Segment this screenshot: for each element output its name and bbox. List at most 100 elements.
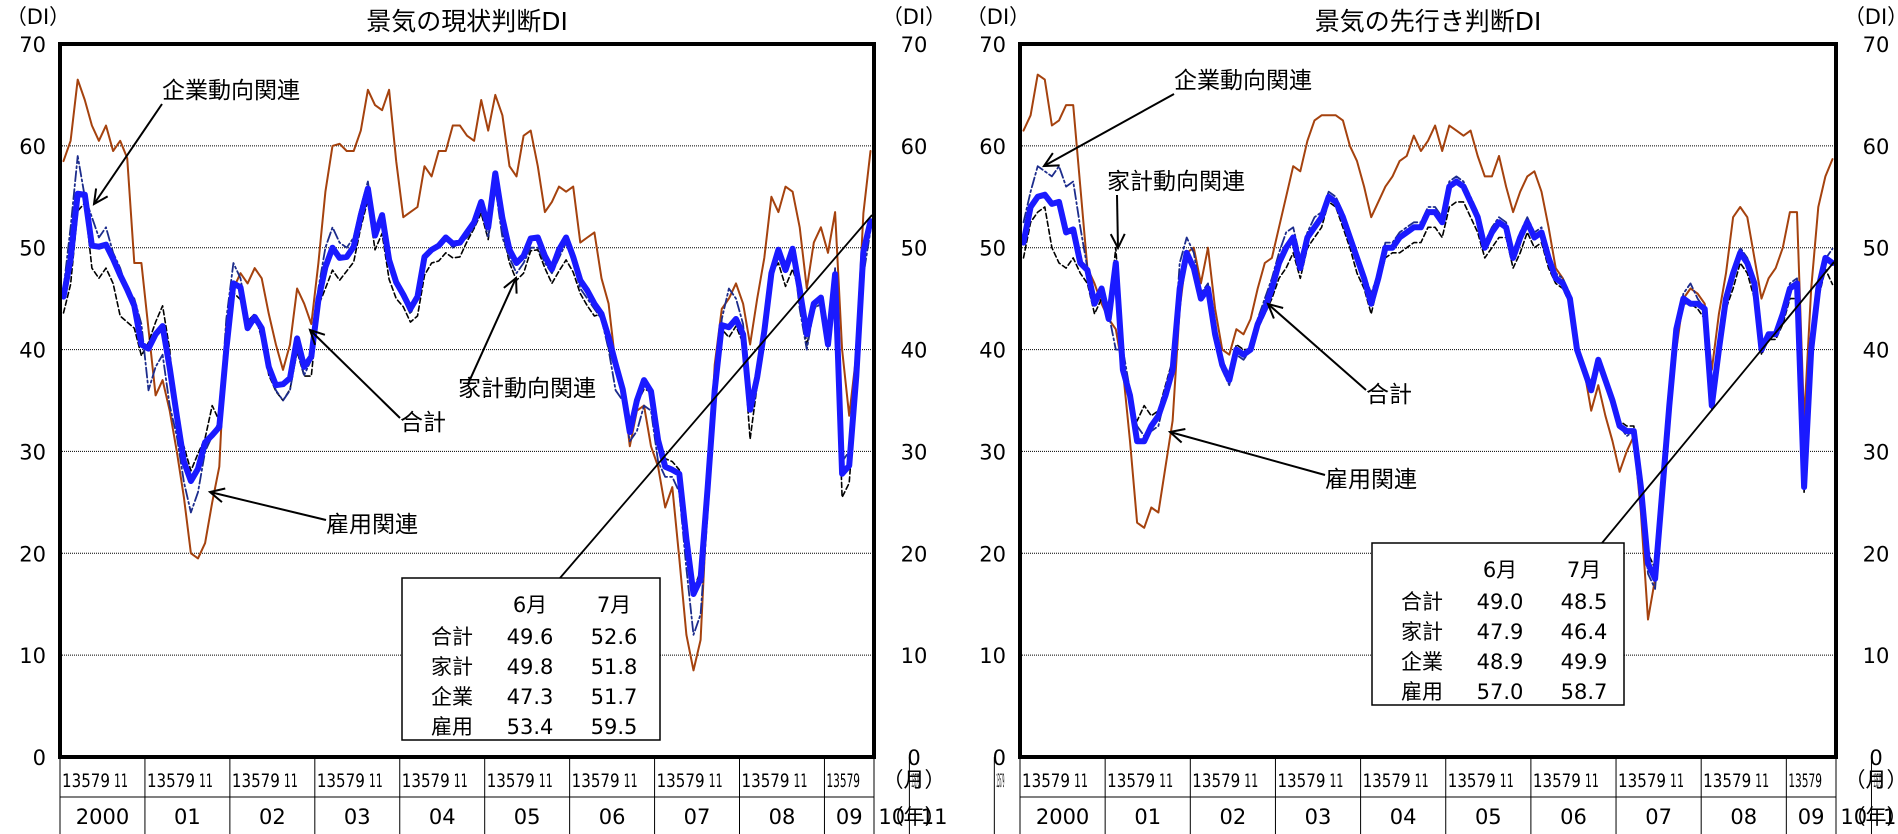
month-tick-label: 13579	[572, 770, 620, 792]
year-label: 02	[259, 805, 286, 829]
value-table-cell: 46.4	[1561, 620, 1608, 644]
month-tick-label: 13579	[232, 770, 280, 792]
year-label: 08	[1730, 805, 1757, 829]
month-tick-label: 11	[709, 770, 723, 792]
year-label: 09	[836, 805, 863, 829]
year-label: 01	[174, 805, 201, 829]
year-label: 07	[684, 805, 711, 829]
plot-border	[1018, 42, 1838, 759]
month-tick-label: 13579	[1703, 770, 1751, 792]
annotation-arrow-head	[207, 487, 226, 503]
month-tick-label: 11	[1755, 770, 1769, 792]
y-tick-label-right: 0	[1869, 746, 1882, 770]
month-tick-label: 13579	[147, 770, 195, 792]
annotation-arrow-head	[92, 188, 109, 206]
y-tick-label-right: 60	[901, 135, 928, 159]
year-label: 05	[514, 805, 541, 829]
series-annotation: 企業動向関連	[162, 78, 300, 104]
month-tick-label: 13579	[826, 770, 860, 792]
value-table-cell: 48.9	[1477, 650, 1524, 674]
value-table-cell: 49.6	[507, 625, 554, 649]
x-axis-month-unit: （月）	[883, 768, 946, 792]
y-tick-label-right: 70	[901, 33, 928, 57]
month-tick-label: 11	[1074, 770, 1088, 792]
value-table-cell: 49.0	[1477, 590, 1524, 614]
series-annotation: 企業動向関連	[1174, 68, 1312, 94]
y-axis-unit-right: （DI）	[1844, 5, 1898, 29]
value-table-cell: 企業	[431, 685, 473, 709]
year-label: 06	[1560, 805, 1587, 829]
value-table-cell: 49.8	[507, 655, 554, 679]
y-tick-label-right: 20	[901, 542, 928, 566]
plot-border	[58, 42, 876, 759]
month-tick-label: 11	[454, 770, 468, 792]
month-tick-label: 13579	[1192, 770, 1240, 792]
month-tick-label: 13579	[742, 770, 790, 792]
chart-panel-2: 001010202030304040505060607070（DI）（DI）景気…	[966, 5, 1898, 834]
y-tick-label-left: 10	[19, 644, 46, 668]
month-tick-label: 11	[624, 770, 638, 792]
month-tick-label: 11	[1329, 770, 1343, 792]
y-tick-label-right: 70	[1863, 33, 1890, 57]
annotation-arrow-line	[309, 329, 401, 419]
y-axis-unit-left: （DI）	[966, 5, 1030, 29]
series-annotation: 雇用関連	[326, 512, 418, 538]
y-tick-label-left: 10	[979, 644, 1006, 668]
year-label: 03	[344, 805, 371, 829]
annotation-arrow-head	[308, 328, 326, 346]
y-tick-label-right: 10	[1863, 644, 1890, 668]
y-tick-label-right: 30	[901, 440, 928, 464]
year-label: 01	[1134, 805, 1161, 829]
month-tick-label: 11	[794, 770, 808, 792]
month-tick-label: 11	[114, 770, 128, 792]
annotation-arrow-line	[93, 103, 163, 205]
value-table-cell: 51.8	[591, 655, 638, 679]
month-tick-label: 13579	[1448, 770, 1496, 792]
series-annotation: 合計	[400, 410, 446, 436]
y-tick-label-left: 50	[19, 237, 46, 261]
series-annotation: 雇用関連	[1325, 467, 1417, 493]
month-tick-label: 11	[539, 770, 553, 792]
month-tick-label: 13579	[1022, 770, 1070, 792]
value-table-box	[401, 577, 661, 741]
month-tick-label: 13579	[996, 770, 1004, 792]
value-table-cell: 企業	[1401, 650, 1443, 674]
annotation-arrow-line	[1043, 93, 1175, 167]
value-table-header: 6月	[513, 593, 547, 617]
annotation-arrow-head	[1167, 428, 1186, 444]
y-tick-label-right: 0	[907, 746, 920, 770]
year-label: 08	[769, 805, 796, 829]
month-tick-label: 13579	[1873, 770, 1881, 792]
value-table-cell: 47.3	[507, 685, 554, 709]
month-tick-label: 11	[1500, 770, 1514, 792]
table-leader-line	[1601, 261, 1835, 544]
annotation-arrow-line	[1267, 303, 1367, 391]
y-tick-label-left: 60	[19, 135, 46, 159]
month-tick-label: 11	[284, 770, 298, 792]
annotation-arrow-head	[1266, 302, 1284, 319]
y-axis-unit-right: （DI）	[882, 5, 946, 29]
annotation-arrow-line	[467, 277, 517, 385]
year-label: 04	[1390, 805, 1417, 829]
series-line	[62, 78, 872, 672]
value-table-cell: 58.7	[1561, 680, 1608, 704]
y-tick-label-right: 40	[1863, 339, 1890, 363]
year-label: 03	[1305, 805, 1332, 829]
month-tick-label: 11	[1415, 770, 1429, 792]
value-table-cell: 雇用	[431, 715, 473, 739]
series-annotation: 合計	[1366, 382, 1412, 408]
annotation-arrow-line	[1169, 431, 1326, 476]
value-table-cell: 51.7	[591, 685, 638, 709]
annotation-arrow-line	[209, 491, 327, 521]
month-tick-label: 11	[199, 770, 213, 792]
value-table-cell: 59.5	[591, 715, 638, 739]
x-axis-year-unit: （年）	[883, 805, 946, 829]
y-tick-label-left: 50	[979, 237, 1006, 261]
y-tick-label-right: 30	[1863, 440, 1890, 464]
value-table-cell: 57.0	[1477, 680, 1524, 704]
series-line	[1022, 73, 1834, 621]
series-line	[1020, 178, 1836, 582]
value-table-cell: 合計	[1401, 590, 1443, 614]
